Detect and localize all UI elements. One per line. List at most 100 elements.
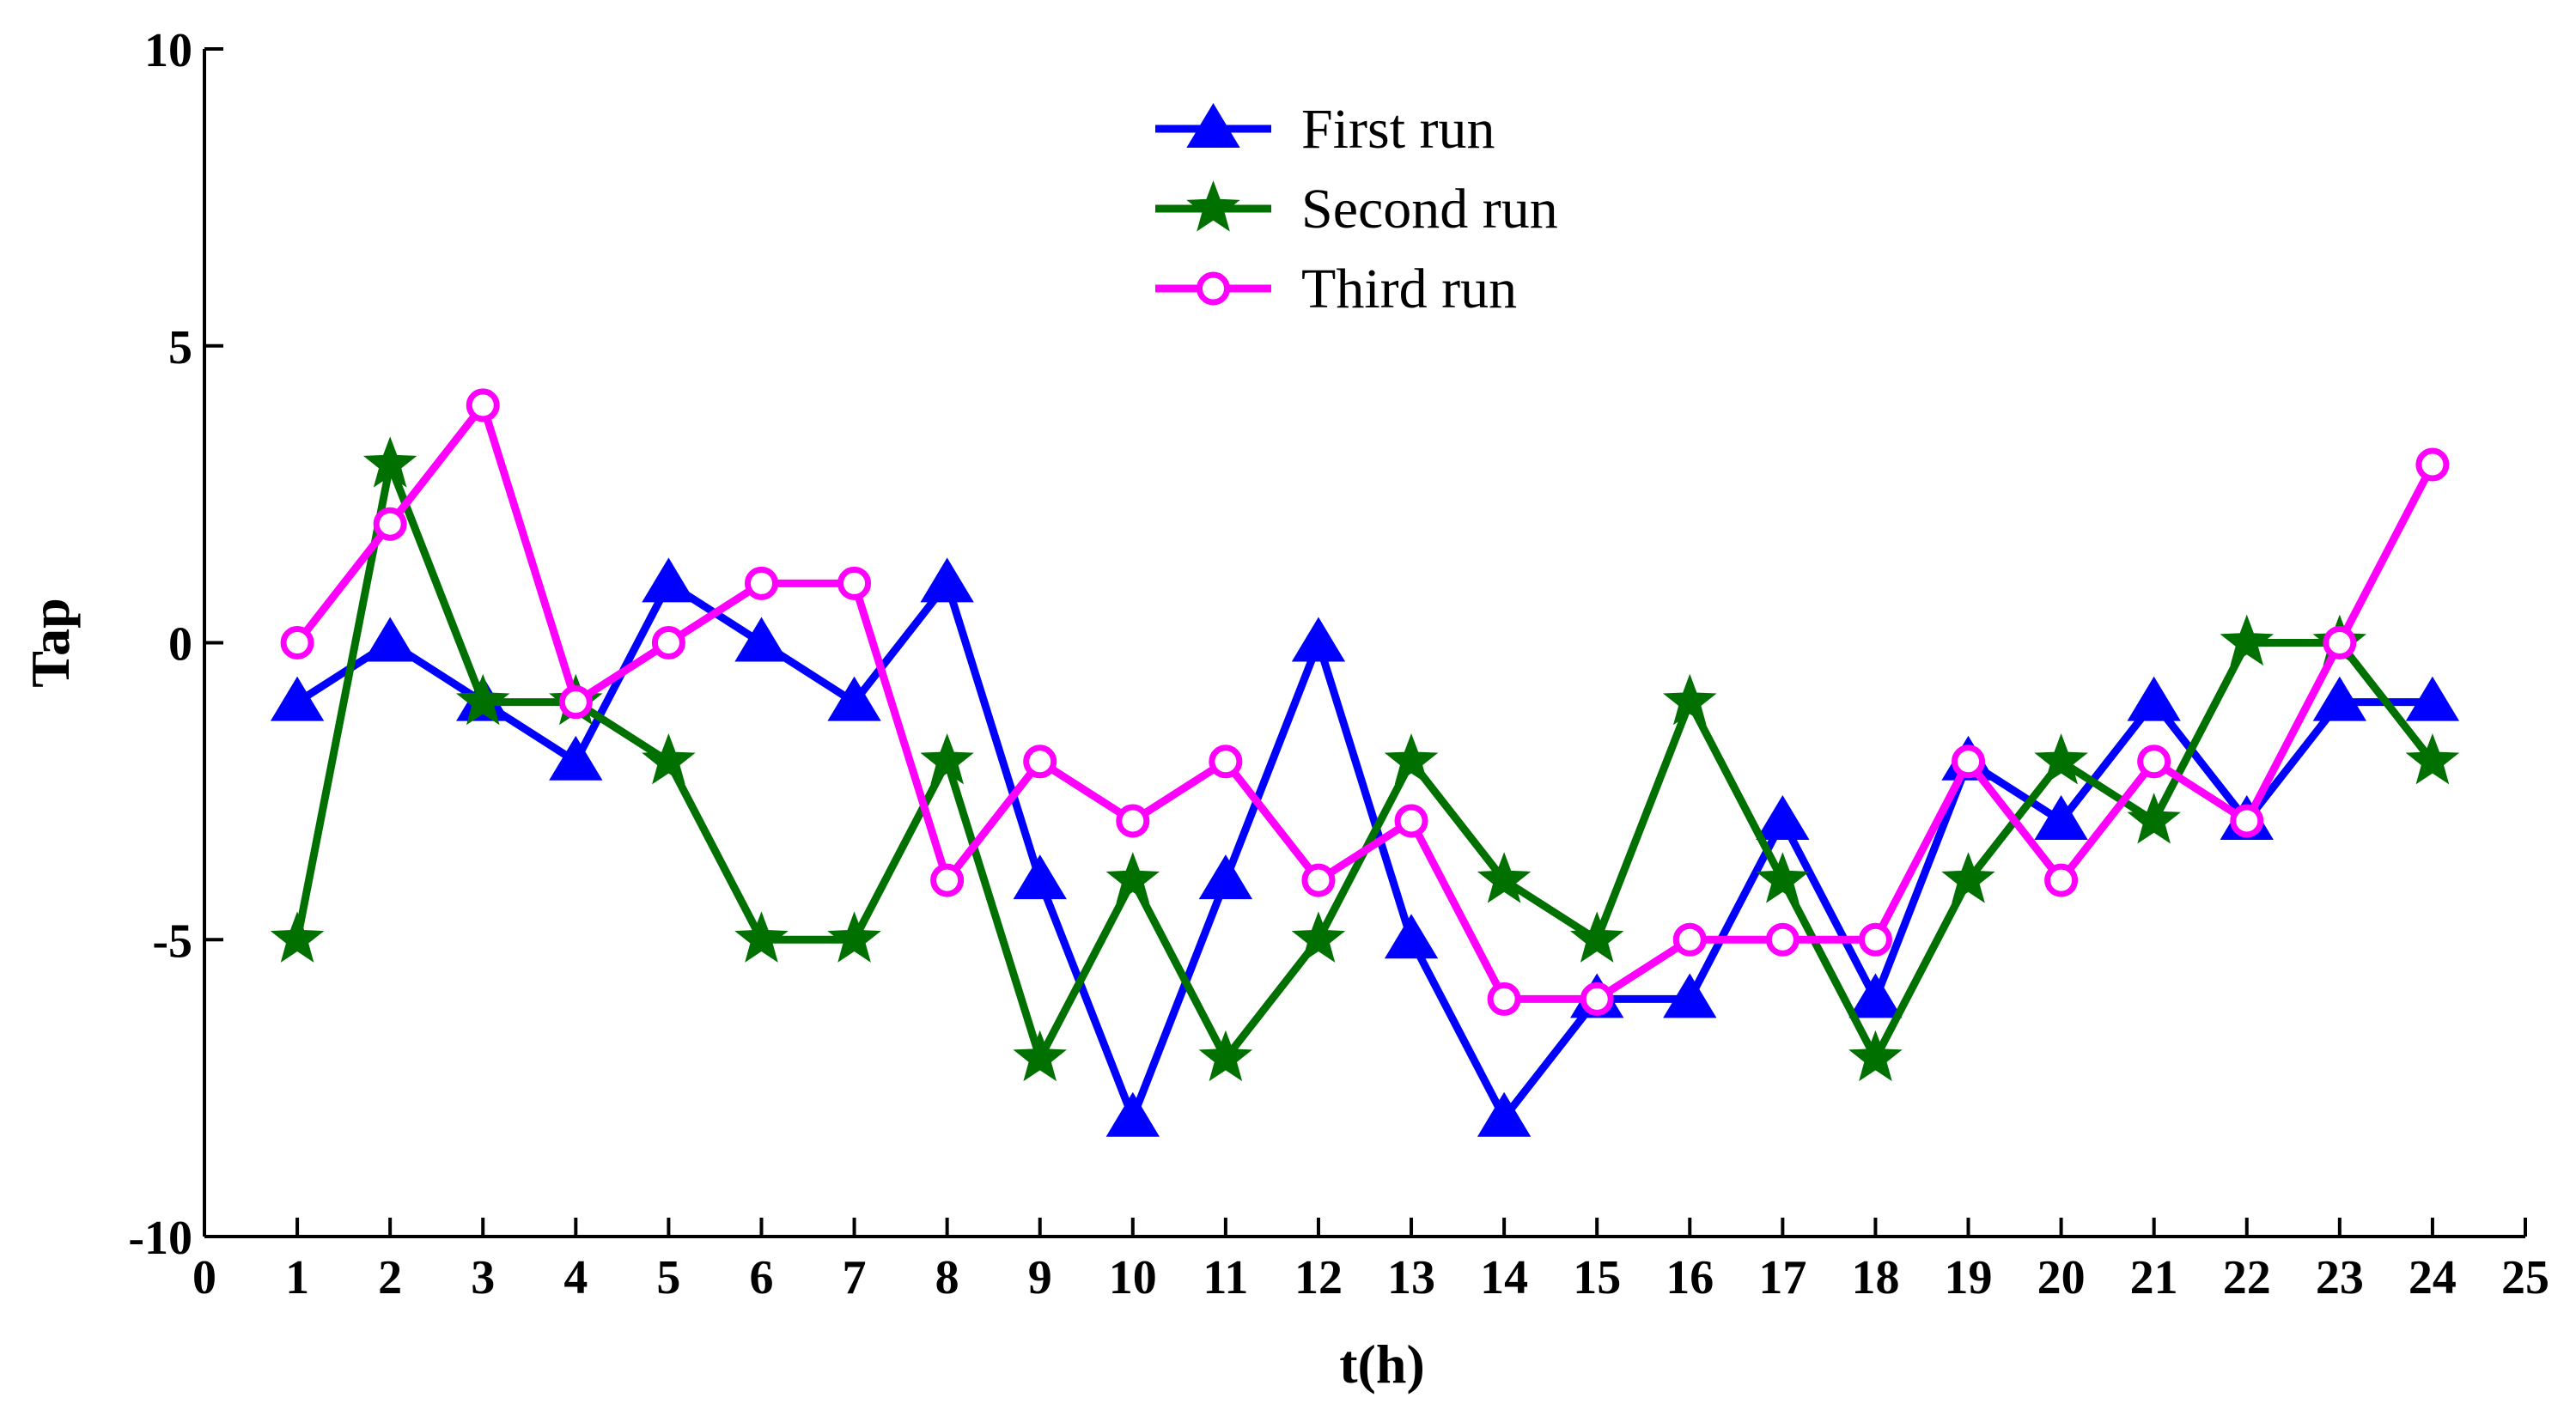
data-point-triangle [2405, 676, 2460, 721]
data-point-star [1848, 1030, 1903, 1082]
x-tick-label: 0 [192, 1251, 216, 1304]
data-point-star [362, 436, 417, 488]
data-point-triangle [920, 557, 974, 603]
x-tick-label: 10 [1109, 1251, 1157, 1304]
x-tick-label: 19 [1945, 1251, 1993, 1304]
data-point-circle [2044, 863, 2079, 897]
data-point-circle [1487, 982, 1521, 1016]
data-point-star [1186, 180, 1240, 232]
data-point-triangle [1477, 1091, 1532, 1137]
data-point-circle [2415, 447, 2450, 482]
x-tick-label: 18 [1851, 1251, 1899, 1304]
x-tick-label: 16 [1666, 1251, 1714, 1304]
legend: First run Second run Third run [1155, 98, 1558, 320]
data-point-star [734, 911, 789, 963]
x-tick-label: 21 [2130, 1251, 2178, 1304]
data-point-star [2034, 732, 2088, 785]
legend-item: Second run [1155, 178, 1558, 240]
x-tick-label: 2 [378, 1251, 402, 1304]
data-point-star [1756, 852, 1810, 903]
data-point-circle [1672, 922, 1707, 957]
y-tick-label: 10 [144, 24, 192, 77]
data-point-triangle [270, 676, 325, 721]
data-point-triangle [827, 676, 881, 721]
data-point-star [642, 732, 696, 785]
x-tick-label: 1 [285, 1251, 309, 1304]
data-point-star [1941, 852, 1995, 903]
data-point-star [2220, 614, 2275, 666]
data-point-circle [1197, 271, 1230, 306]
y-axis-title: Tap [20, 598, 81, 687]
data-point-triangle [1013, 854, 1067, 900]
data-point-star [2127, 793, 2181, 844]
x-tick-label: 24 [2409, 1251, 2457, 1304]
data-point-triangle [1198, 854, 1253, 900]
legend-label: First run [1301, 98, 1495, 161]
data-point-triangle [1663, 973, 1717, 1018]
data-point-triangle [734, 617, 789, 662]
data-point-star [1198, 1030, 1253, 1082]
data-point-circle [1209, 745, 1243, 779]
data-point-star [2405, 732, 2460, 785]
data-point-star [827, 911, 881, 963]
data-point-star [1291, 911, 1346, 963]
series-line [294, 397, 2436, 1003]
data-point-triangle [1756, 795, 1810, 840]
x-tick-label: 3 [471, 1251, 495, 1304]
x-tick-label: 17 [1758, 1251, 1806, 1304]
data-point-star [1569, 911, 1624, 963]
data-point-triangle [2127, 676, 2181, 721]
x-tick-label: 20 [2037, 1251, 2086, 1304]
series-layer [270, 388, 2460, 1137]
data-point-star [270, 911, 325, 963]
data-point-circle [1116, 804, 1150, 838]
series-line [295, 574, 2433, 1129]
legend-item: First run [1155, 98, 1495, 161]
data-point-triangle [1291, 617, 1346, 662]
data-point-triangle [549, 735, 603, 781]
x-tick-label: 12 [1294, 1251, 1343, 1304]
x-tick-label: 7 [843, 1251, 867, 1304]
data-point-star [455, 673, 510, 726]
legend-item: Third run [1155, 258, 1517, 320]
data-point-circle [373, 507, 407, 541]
x-axis-title: t(h) [1339, 1334, 1425, 1395]
x-tick-label: 5 [656, 1251, 680, 1304]
x-tick-label: 14 [1480, 1251, 1528, 1304]
data-point-circle [651, 626, 685, 659]
y-tick-label: -10 [128, 1212, 192, 1265]
x-tick-label: 25 [2501, 1251, 2549, 1304]
data-point-circle [837, 566, 872, 600]
data-point-star [1477, 852, 1532, 903]
data-point-circle [1394, 804, 1428, 838]
axes: 0 1 2 3 4 5 6 7 8 9 10 11 12 13 14 15 16 17 18 19 20 21 22 23 24… [128, 24, 2549, 1304]
data-point-circle [1301, 863, 1336, 897]
x-tick-label: 6 [749, 1251, 773, 1304]
data-point-circle [1765, 922, 1800, 957]
data-point-star [1384, 732, 1439, 785]
data-point-circle [1580, 982, 1614, 1016]
data-point-circle [280, 626, 314, 659]
data-point-circle [1858, 922, 1892, 957]
data-point-star [1013, 1030, 1067, 1082]
data-point-triangle [1384, 914, 1439, 959]
data-point-circle [744, 566, 778, 600]
data-point-circle [1023, 745, 1057, 779]
series-second-run [270, 436, 2460, 1082]
data-point-star [920, 732, 974, 785]
x-tick-label: 4 [563, 1251, 588, 1304]
data-point-triangle [362, 617, 417, 662]
data-point-circle [1952, 745, 1986, 779]
x-tick-label: 15 [1573, 1251, 1621, 1304]
legend-label: Second run [1301, 178, 1558, 240]
x-tick-label: 11 [1203, 1251, 1248, 1304]
data-point-circle [2323, 626, 2357, 659]
data-point-triangle [642, 557, 696, 603]
data-point-triangle [2312, 676, 2367, 721]
data-point-triangle [1105, 1091, 1160, 1137]
data-point-circle [930, 863, 965, 897]
data-point-star [1105, 852, 1160, 903]
data-point-star [1663, 673, 1717, 726]
data-point-triangle [1186, 103, 1240, 148]
